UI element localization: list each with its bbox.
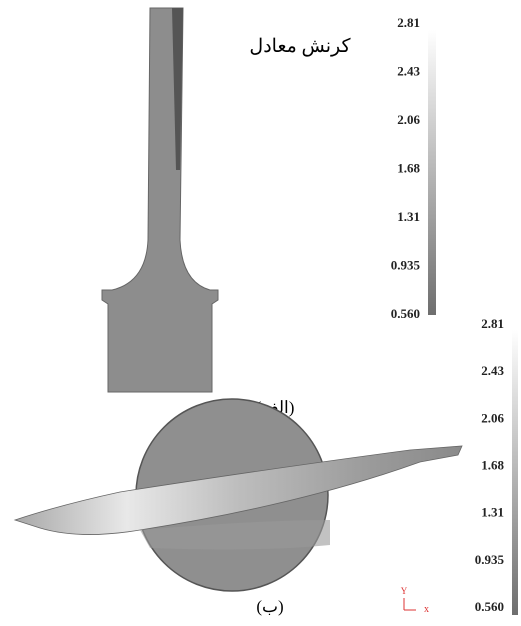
- colorbar-tick-label: 2.06: [481, 410, 504, 425]
- colorbar-tick-label: 2.81: [397, 15, 420, 30]
- caption-b: (ب): [256, 597, 283, 616]
- colorbar-tick-label: 0.560: [391, 306, 420, 321]
- colorbar-tick-label: 0.935: [475, 552, 505, 567]
- colorbar-tick-label: 2.43: [481, 363, 504, 378]
- colorbar-tick-label: 0.560: [475, 599, 504, 614]
- part-b-shape: [13, 398, 463, 592]
- colorbar-tick-label: 1.31: [481, 505, 504, 520]
- axis-y-label: Y: [401, 586, 408, 596]
- colorbar-tick-label: 2.81: [481, 316, 504, 331]
- part-a-shape: [101, 7, 219, 393]
- colorbar-tick-label: 2.06: [397, 112, 420, 127]
- title: کرنش معادل: [249, 36, 351, 57]
- colorbar-tick-label: 1.31: [397, 209, 420, 224]
- colorbar-tick-label: 1.68: [397, 161, 420, 176]
- colorbar-tick-label: 2.43: [397, 64, 420, 79]
- colorbar-tick-label: 1.68: [481, 458, 504, 473]
- colorbar-tick-label: 0.935: [391, 258, 421, 273]
- colorbar-b: [512, 330, 518, 615]
- axis-x-label: x: [424, 604, 429, 615]
- axis-triad: Y x: [401, 586, 429, 615]
- colorbar-a: [428, 30, 436, 315]
